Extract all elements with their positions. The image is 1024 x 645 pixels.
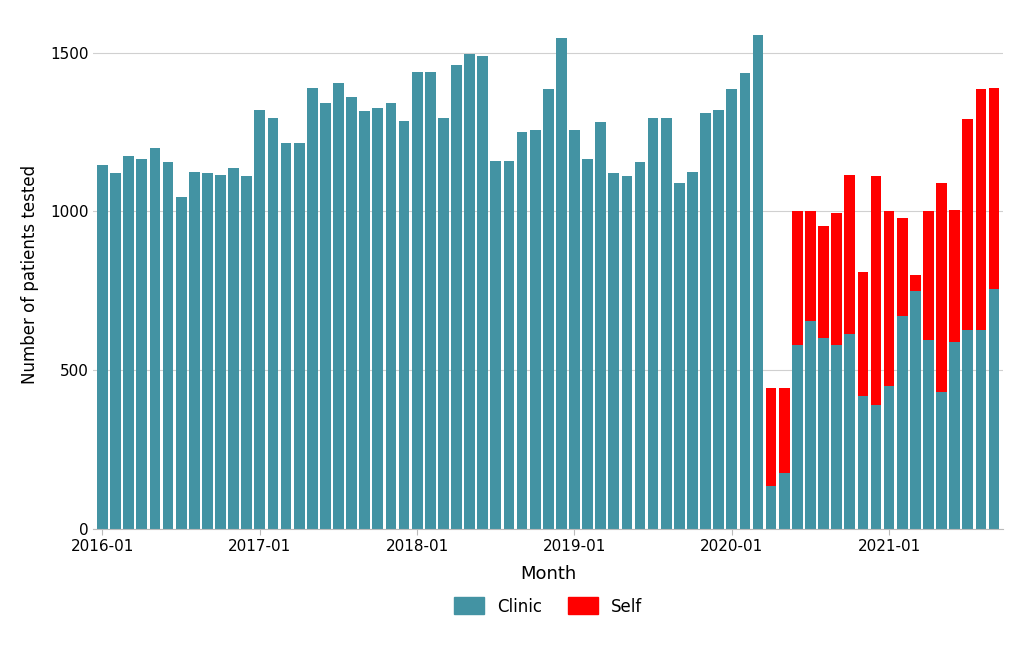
Bar: [228, 168, 239, 529]
Bar: [188, 172, 200, 529]
Bar: [831, 344, 842, 529]
Bar: [766, 388, 776, 486]
Bar: [910, 275, 921, 291]
Bar: [517, 132, 527, 529]
Bar: [805, 321, 816, 529]
Bar: [857, 395, 868, 529]
Bar: [963, 330, 973, 529]
Bar: [660, 117, 672, 529]
Bar: [714, 110, 724, 529]
Bar: [111, 174, 121, 529]
Bar: [739, 74, 751, 529]
Bar: [936, 392, 947, 529]
Bar: [163, 162, 173, 529]
Bar: [608, 174, 620, 529]
Bar: [281, 143, 292, 529]
Bar: [359, 112, 370, 529]
Bar: [452, 65, 462, 529]
Bar: [766, 486, 776, 529]
Bar: [963, 119, 973, 330]
Bar: [583, 159, 593, 529]
Bar: [845, 333, 855, 529]
Legend: Clinic, Self: Clinic, Self: [447, 591, 649, 622]
Bar: [386, 103, 396, 529]
Bar: [818, 339, 829, 529]
Bar: [936, 183, 947, 392]
Bar: [622, 177, 632, 529]
Bar: [923, 340, 934, 529]
Bar: [845, 175, 855, 333]
Bar: [373, 108, 383, 529]
Bar: [464, 54, 475, 529]
Bar: [635, 162, 645, 529]
Bar: [595, 123, 606, 529]
Bar: [490, 161, 501, 529]
Bar: [202, 174, 213, 529]
Bar: [569, 130, 580, 529]
Y-axis label: Number of patients tested: Number of patients tested: [20, 165, 39, 384]
Bar: [477, 55, 488, 529]
Bar: [97, 165, 108, 529]
Bar: [543, 89, 554, 529]
Bar: [897, 316, 907, 529]
Bar: [988, 88, 999, 289]
Bar: [700, 113, 711, 529]
Bar: [988, 289, 999, 529]
Bar: [949, 210, 961, 342]
Bar: [831, 213, 842, 344]
Bar: [779, 473, 790, 529]
Bar: [687, 172, 697, 529]
Bar: [753, 35, 763, 529]
Bar: [949, 342, 961, 529]
Bar: [438, 117, 449, 529]
Bar: [529, 130, 541, 529]
Bar: [726, 89, 737, 529]
Bar: [805, 212, 816, 321]
Bar: [792, 212, 803, 344]
Bar: [176, 197, 186, 529]
Bar: [294, 143, 304, 529]
Bar: [870, 177, 882, 405]
Bar: [333, 83, 344, 529]
Bar: [818, 226, 829, 339]
Bar: [215, 175, 226, 529]
Bar: [267, 117, 279, 529]
Bar: [976, 89, 986, 330]
Bar: [319, 103, 331, 529]
Bar: [674, 183, 685, 529]
Bar: [976, 330, 986, 529]
Bar: [792, 344, 803, 529]
X-axis label: Month: Month: [520, 566, 577, 584]
Bar: [779, 388, 790, 473]
Bar: [923, 212, 934, 340]
Bar: [398, 121, 410, 529]
Bar: [884, 212, 895, 386]
Bar: [504, 161, 514, 529]
Bar: [425, 72, 435, 529]
Bar: [910, 291, 921, 529]
Bar: [150, 148, 161, 529]
Bar: [556, 38, 566, 529]
Bar: [136, 159, 147, 529]
Bar: [254, 110, 265, 529]
Bar: [857, 272, 868, 395]
Bar: [648, 117, 658, 529]
Bar: [123, 156, 134, 529]
Bar: [307, 88, 317, 529]
Bar: [346, 97, 357, 529]
Bar: [897, 218, 907, 316]
Bar: [242, 177, 252, 529]
Bar: [412, 72, 423, 529]
Bar: [884, 386, 895, 529]
Bar: [870, 405, 882, 529]
